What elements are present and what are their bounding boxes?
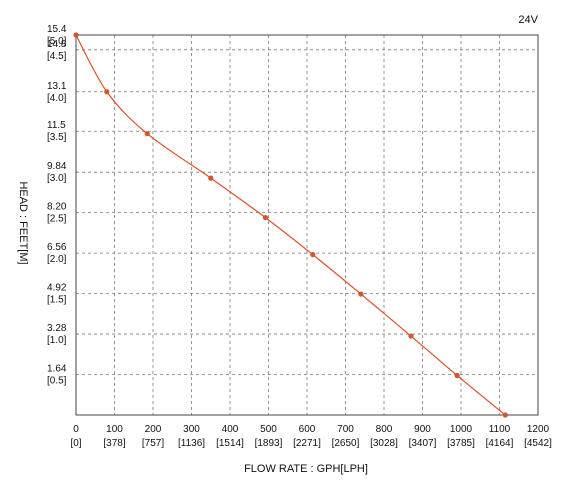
tick-labels: 0 [0] 100 [378] 200 [757] 300 [1136] 400 [1514] 50… bbox=[47, 24, 552, 449]
x-tick-sublabel: [3785] bbox=[447, 438, 475, 449]
data-point bbox=[454, 372, 460, 379]
x-tick-sublabel: [2271] bbox=[293, 438, 321, 449]
data-point bbox=[310, 252, 316, 258]
y-tick-label: 15.4 bbox=[47, 24, 67, 35]
x-tick-sublabel: [1514] bbox=[216, 438, 244, 449]
grid bbox=[75, 34, 539, 416]
x-tick-sublabel: [378] bbox=[103, 438, 125, 449]
x-tick-sublabel: [1136] bbox=[178, 438, 205, 449]
y-tick-sublabel: [1.5] bbox=[47, 295, 67, 306]
voltage-annotation: 24V bbox=[518, 14, 538, 26]
x-tick-sublabel: [1893] bbox=[255, 438, 283, 449]
x-tick-label: 100 bbox=[106, 424, 123, 435]
y-tick-label: 9.84 bbox=[47, 161, 67, 172]
data-point bbox=[502, 412, 508, 418]
x-tick-label: 1100 bbox=[489, 424, 511, 435]
y-tick-sublabel: [5.0] bbox=[47, 36, 67, 47]
x-tick-label: 1000 bbox=[450, 424, 473, 435]
x-tick-sublabel: [2650] bbox=[332, 438, 360, 449]
data-point bbox=[208, 175, 214, 181]
y-tick-label: 1.64 bbox=[47, 364, 67, 375]
data-point bbox=[408, 333, 414, 339]
y-tick-label: 4.92 bbox=[47, 283, 67, 294]
x-tick-sublabel: [0] bbox=[70, 438, 81, 449]
y-tick-sublabel: [1.0] bbox=[47, 335, 67, 346]
plot-frame bbox=[75, 34, 539, 416]
x-tick-label: 1200 bbox=[527, 424, 550, 435]
data-point bbox=[144, 131, 150, 137]
y-tick-label: 13.1 bbox=[47, 81, 67, 92]
x-tick-sublabel: [3407] bbox=[409, 438, 437, 449]
x-tick-sublabel: [757] bbox=[142, 438, 164, 449]
y-tick-label: 11.5 bbox=[47, 120, 66, 131]
data-point bbox=[262, 214, 269, 221]
y-axis-title: HEAD : FEET[M] bbox=[17, 181, 29, 264]
y-tick-label: 8.20 bbox=[47, 202, 67, 213]
x-tick-label: 0 bbox=[73, 424, 79, 435]
x-tick-label: 900 bbox=[414, 424, 431, 435]
x-tick-label: 800 bbox=[376, 424, 393, 435]
series-layer bbox=[73, 32, 508, 418]
x-tick-label: 500 bbox=[260, 424, 277, 435]
series-line bbox=[75, 34, 506, 416]
y-tick-sublabel: [2.5] bbox=[47, 214, 67, 225]
y-tick-sublabel: [0.5] bbox=[47, 376, 67, 387]
x-tick-label: 300 bbox=[183, 424, 200, 435]
x-tick-label: 600 bbox=[299, 424, 316, 435]
y-tick-sublabel: [2.0] bbox=[47, 254, 67, 265]
y-tick-sublabel: [3.0] bbox=[47, 173, 67, 184]
data-point bbox=[104, 89, 110, 95]
x-tick-sublabel: [3028] bbox=[370, 438, 398, 449]
x-tick-sublabel: [4542] bbox=[524, 438, 552, 449]
y-tick-sublabel: [4.0] bbox=[47, 93, 67, 104]
x-tick-label: 400 bbox=[222, 424, 239, 435]
y-tick-sublabel: [3.5] bbox=[47, 132, 67, 143]
data-point bbox=[73, 32, 79, 38]
y-tick-label: 3.28 bbox=[47, 323, 67, 334]
x-axis-title: FLOW RATE : GPH[LPH] bbox=[244, 463, 368, 475]
x-tick-sublabel: [4164] bbox=[486, 438, 514, 449]
y-tick-label: 6.56 bbox=[47, 242, 67, 253]
y-tick-label: 14.8 bbox=[47, 39, 67, 50]
x-tick-label: 700 bbox=[337, 424, 354, 435]
x-tick-label: 200 bbox=[145, 424, 162, 435]
y-tick-sublabel: [4.5] bbox=[47, 51, 67, 62]
data-point bbox=[358, 291, 364, 297]
